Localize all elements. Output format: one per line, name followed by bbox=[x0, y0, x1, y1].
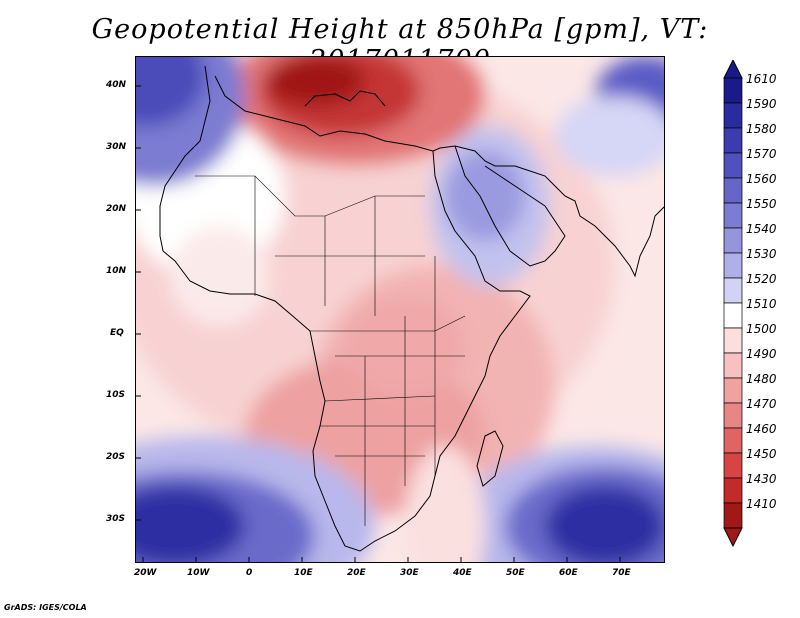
lon-label: 60E bbox=[559, 568, 578, 578]
lon-label: 20E bbox=[347, 568, 366, 578]
colorbar-segment bbox=[723, 477, 743, 504]
colorbar-label: 1470 bbox=[746, 397, 777, 411]
colorbar-label: 1460 bbox=[746, 422, 777, 436]
lat-label: 30N bbox=[106, 142, 127, 152]
colorbar-segment bbox=[723, 427, 743, 454]
colorbar-segment bbox=[723, 277, 743, 304]
lon-label: 10W bbox=[187, 568, 210, 578]
colorbar-label: 1590 bbox=[746, 97, 777, 111]
colorbar-segment bbox=[723, 502, 743, 529]
colorbar-segment bbox=[723, 127, 743, 154]
colorbar-segment bbox=[723, 402, 743, 429]
lon-label: 50E bbox=[506, 568, 525, 578]
lat-label: 40N bbox=[106, 80, 127, 90]
credit-text: GrADS: IGES/COLA bbox=[4, 603, 87, 612]
colorbar-segment bbox=[723, 302, 743, 329]
colorbar-label: 1480 bbox=[746, 372, 777, 386]
colorbar-label: 1500 bbox=[746, 322, 777, 336]
colorbar-segment bbox=[723, 452, 743, 479]
lat-label: 20S bbox=[106, 452, 126, 462]
colorbar-segment bbox=[723, 352, 743, 379]
colorbar-segment bbox=[723, 202, 743, 229]
lon-label: 70E bbox=[612, 568, 631, 578]
colorbar-segment bbox=[723, 327, 743, 354]
colorbar: 1610 1590 1580 1570 1560 1550 1540 1530 1520 1510… bbox=[723, 60, 777, 548]
colorbar-top-arrow bbox=[723, 60, 743, 79]
colorbar-label: 1510 bbox=[746, 297, 777, 311]
colorbar-label: 1570 bbox=[746, 147, 777, 161]
colorbar-segment bbox=[723, 177, 743, 204]
colorbar-segment bbox=[723, 227, 743, 254]
country-borders bbox=[195, 175, 466, 526]
colorbar-bottom-arrow bbox=[723, 527, 743, 548]
lat-label: 20N bbox=[106, 204, 127, 214]
lon-label: 40E bbox=[453, 568, 472, 578]
colorbar-segment bbox=[723, 152, 743, 179]
colorbar-label: 1610 bbox=[746, 72, 777, 86]
colorbar-label: 1530 bbox=[746, 247, 777, 261]
lat-label: 10N bbox=[106, 266, 127, 276]
lat-label: EQ bbox=[110, 328, 124, 338]
colorbar-segment bbox=[723, 377, 743, 404]
lon-label: 0 bbox=[246, 568, 253, 578]
colorbar-label: 1580 bbox=[746, 122, 777, 136]
colorbar-label: 1560 bbox=[746, 172, 777, 186]
axis-ticks bbox=[135, 85, 621, 563]
colorbar-segment bbox=[723, 252, 743, 279]
colorbar-label: 1490 bbox=[746, 347, 777, 361]
colorbar-segment bbox=[723, 77, 743, 104]
colorbar-label: 1540 bbox=[746, 222, 777, 236]
lat-label: 10S bbox=[106, 390, 126, 400]
colorbar-segment bbox=[723, 102, 743, 129]
lon-label: 10E bbox=[294, 568, 313, 578]
colorbar-label: 1410 bbox=[746, 497, 777, 511]
coastlines bbox=[159, 65, 665, 552]
colorbar-label: 1430 bbox=[746, 472, 777, 486]
geopotential-map bbox=[135, 56, 665, 563]
colorbar-label: 1450 bbox=[746, 447, 777, 461]
lat-label: 30S bbox=[106, 514, 126, 524]
lon-label: 20W bbox=[134, 568, 157, 578]
lon-label: 30E bbox=[400, 568, 419, 578]
height-field bbox=[135, 56, 665, 563]
colorbar-label: 1550 bbox=[746, 197, 777, 211]
colorbar-label: 1520 bbox=[746, 272, 777, 286]
